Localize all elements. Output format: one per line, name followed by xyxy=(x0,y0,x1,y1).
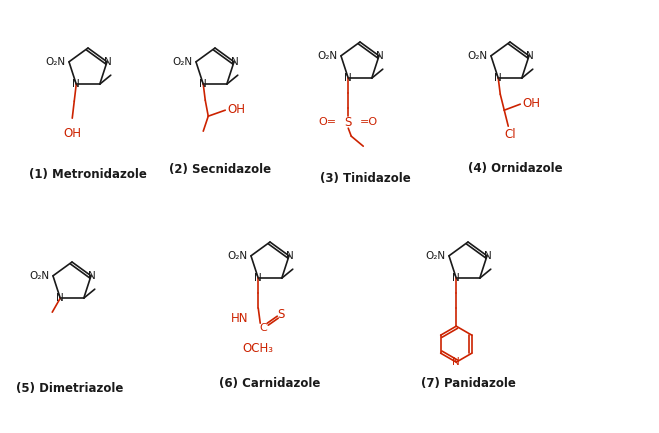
Text: O=: O= xyxy=(318,117,336,127)
Text: O₂N: O₂N xyxy=(173,57,193,67)
Text: OH: OH xyxy=(227,103,245,116)
Text: S: S xyxy=(345,116,352,129)
Text: OCH₃: OCH₃ xyxy=(243,342,273,355)
Text: OH: OH xyxy=(522,97,540,110)
Text: HN: HN xyxy=(231,312,248,325)
Text: N: N xyxy=(231,57,239,67)
Text: N: N xyxy=(484,251,492,261)
Text: O₂N: O₂N xyxy=(318,51,338,61)
Text: (6) Carnidazole: (6) Carnidazole xyxy=(219,377,321,390)
Text: O₂N: O₂N xyxy=(30,271,50,281)
Text: N: N xyxy=(452,273,460,283)
Text: (5) Dimetriazole: (5) Dimetriazole xyxy=(16,382,124,395)
Text: (3) Tinidazole: (3) Tinidazole xyxy=(320,172,411,185)
Text: Cl: Cl xyxy=(504,128,516,141)
Text: (4) Ornidazole: (4) Ornidazole xyxy=(468,162,562,175)
Text: C: C xyxy=(260,323,267,333)
Text: N: N xyxy=(200,79,207,89)
Text: N: N xyxy=(452,357,460,367)
Text: N: N xyxy=(376,51,384,61)
Text: S: S xyxy=(277,308,285,321)
Text: N: N xyxy=(72,79,80,89)
Text: (7) Panidazole: (7) Panidazole xyxy=(420,377,515,390)
Text: N: N xyxy=(285,251,293,261)
Text: N: N xyxy=(526,51,533,61)
Text: OH: OH xyxy=(63,127,81,140)
Text: O₂N: O₂N xyxy=(468,51,488,61)
Text: (2) Secnidazole: (2) Secnidazole xyxy=(169,163,271,176)
Text: N: N xyxy=(103,57,111,67)
Text: N: N xyxy=(88,271,96,281)
Text: (1) Metronidazole: (1) Metronidazole xyxy=(29,168,147,181)
Text: N: N xyxy=(494,73,502,83)
Text: N: N xyxy=(254,273,262,283)
Text: O₂N: O₂N xyxy=(46,57,66,67)
Text: =O: =O xyxy=(360,117,378,127)
Text: O₂N: O₂N xyxy=(228,251,248,261)
Text: O₂N: O₂N xyxy=(426,251,446,261)
Text: N: N xyxy=(57,293,64,303)
Text: N: N xyxy=(345,73,352,83)
